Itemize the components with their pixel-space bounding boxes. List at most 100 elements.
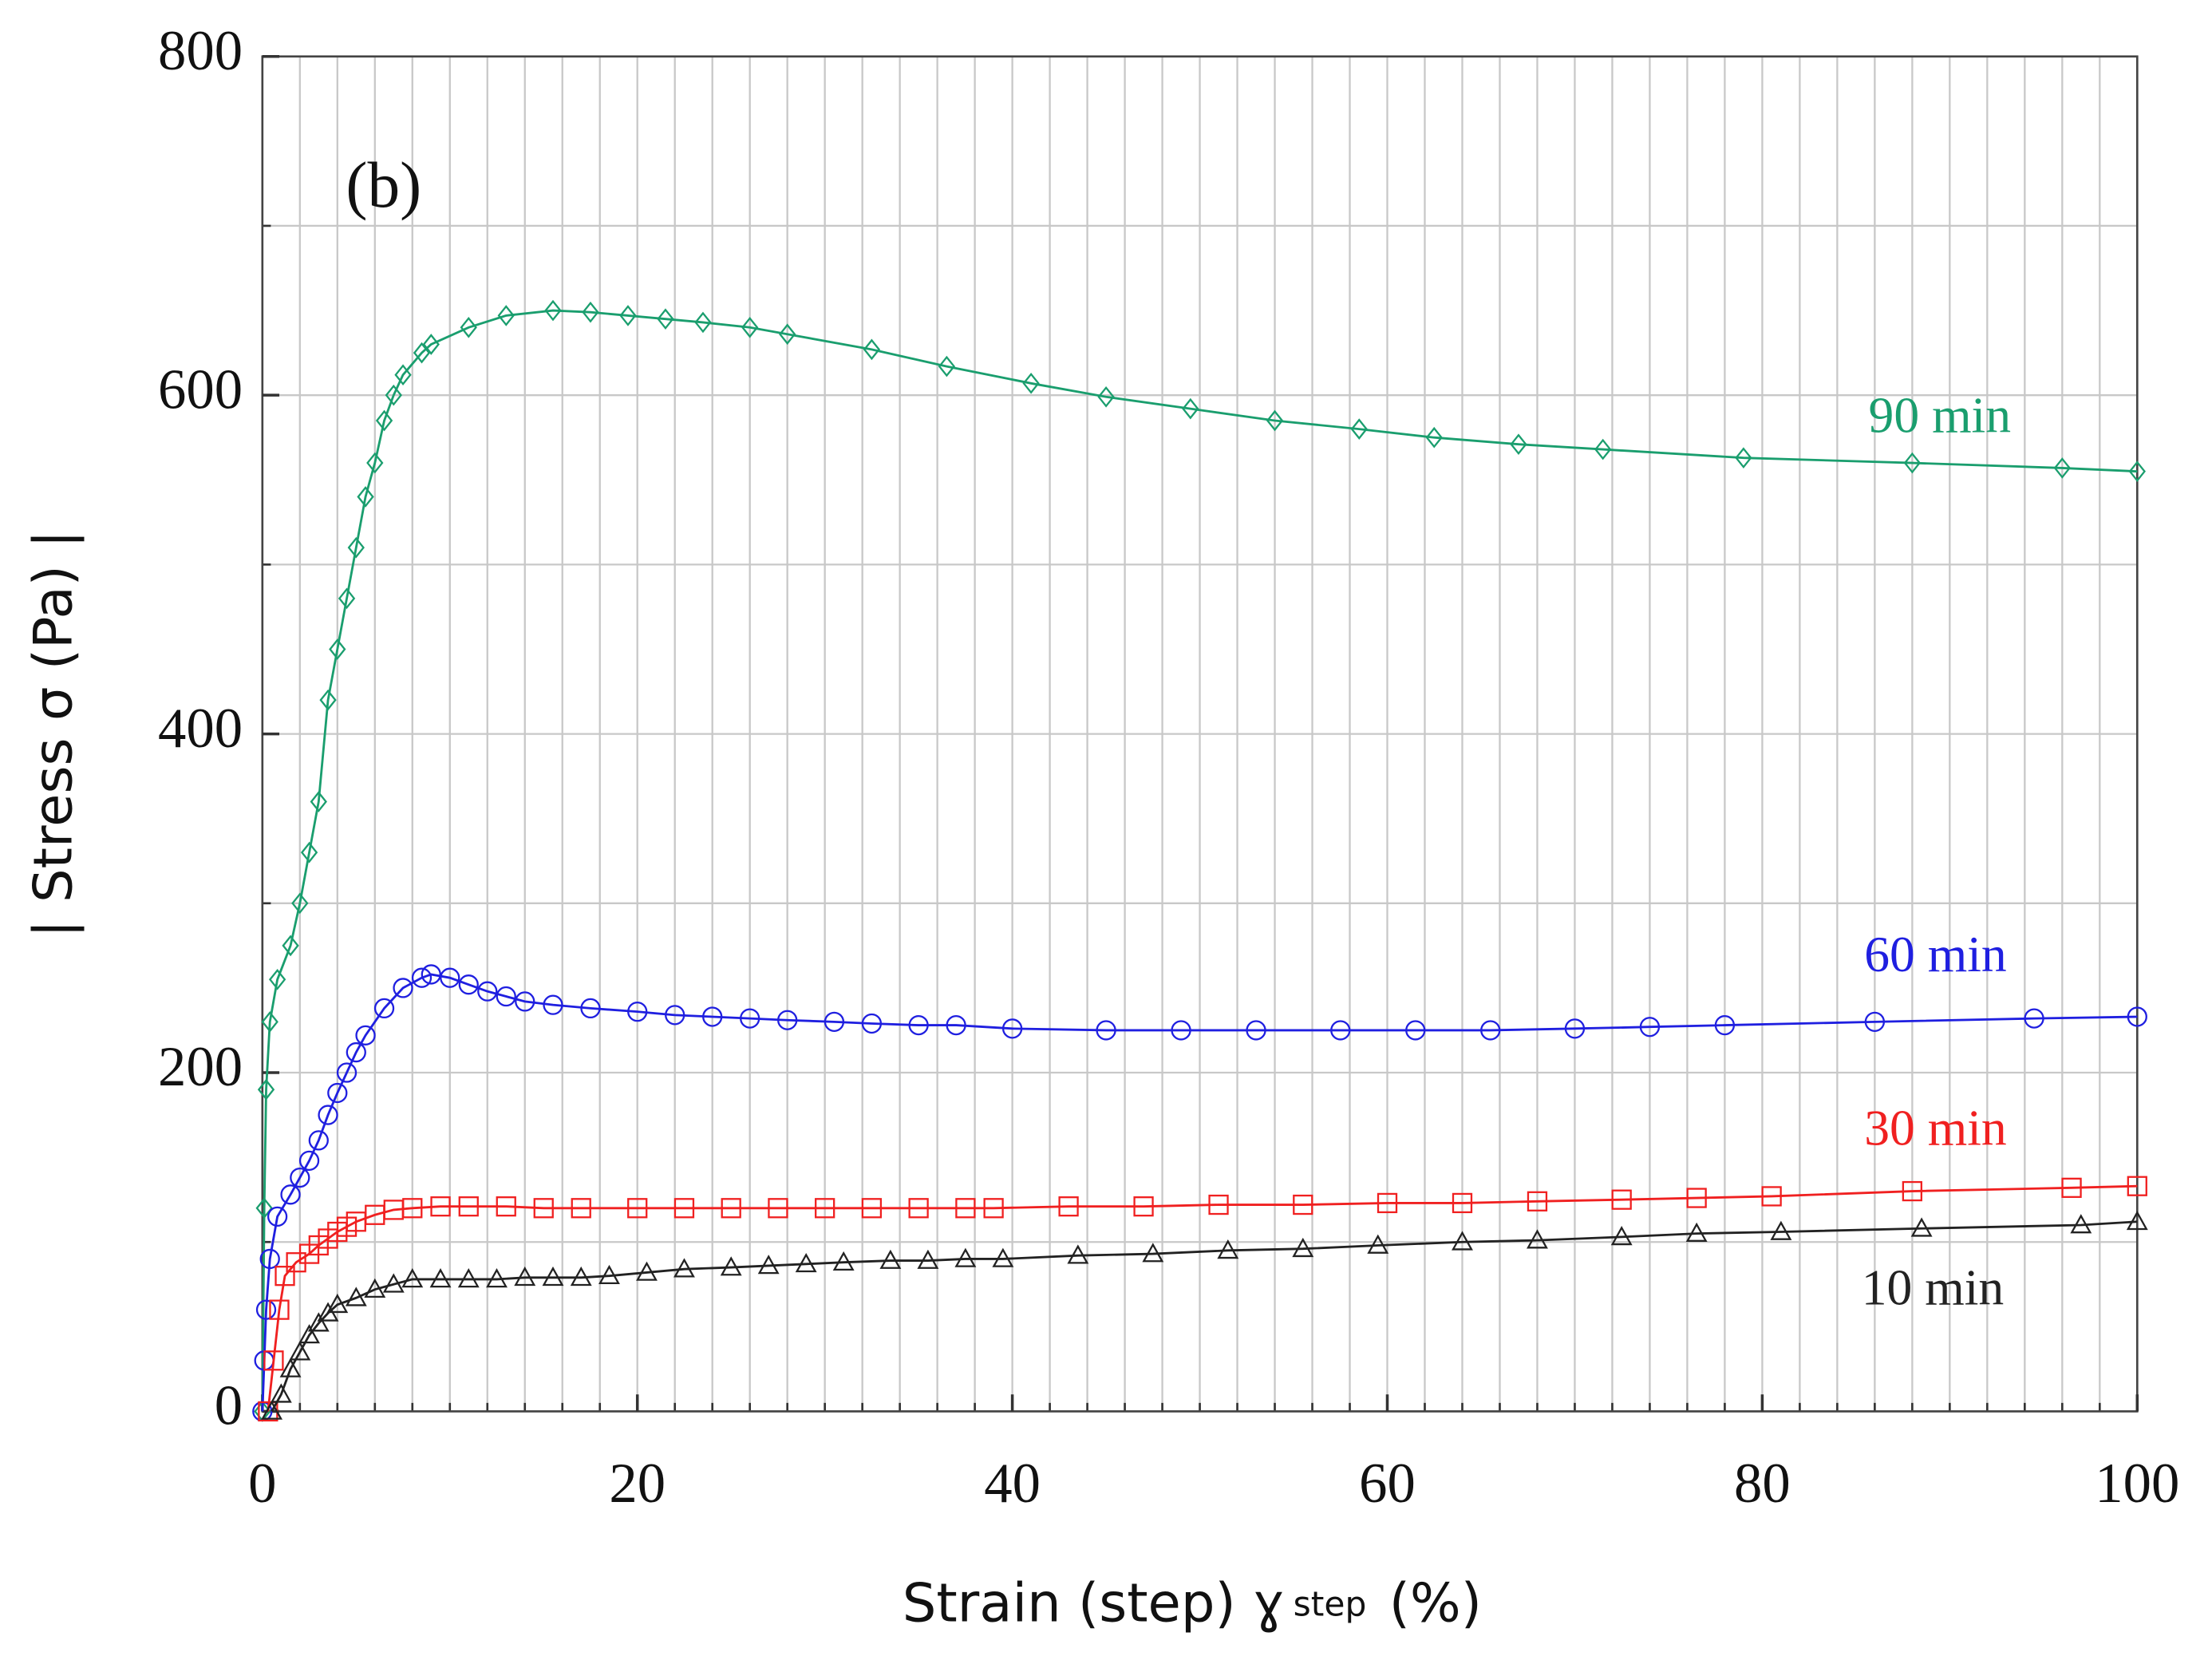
data-point bbox=[954, 1247, 977, 1267]
data-point bbox=[477, 981, 498, 1002]
data-point bbox=[1864, 1011, 1886, 1033]
data-point bbox=[338, 587, 356, 610]
data-point bbox=[861, 1198, 883, 1219]
data-point bbox=[308, 1130, 329, 1151]
data-point bbox=[1208, 1194, 1229, 1215]
data-point bbox=[411, 967, 433, 988]
series-line bbox=[261, 973, 2138, 1412]
data-point bbox=[298, 1150, 320, 1172]
grid: 0 20 40 60 80 100 0 200 400 600 800 bbox=[158, 20, 2179, 1515]
data-point bbox=[298, 1324, 321, 1344]
y-axis-label: | Stress σ (Pa) | bbox=[22, 530, 84, 938]
x-tick-label: 80 bbox=[1734, 1453, 1791, 1515]
data-point bbox=[496, 1196, 516, 1217]
x-label-unit: (%) bbox=[1389, 1571, 1482, 1634]
data-point bbox=[542, 1266, 564, 1287]
data-point bbox=[2061, 1177, 2082, 1198]
data-point bbox=[1910, 1217, 1933, 1237]
data-point bbox=[413, 342, 431, 364]
data-point bbox=[757, 1255, 780, 1275]
data-point bbox=[908, 1014, 929, 1036]
data-point bbox=[319, 689, 337, 711]
data-point bbox=[1067, 1244, 1089, 1264]
data-point bbox=[1133, 1196, 1154, 1217]
data-point bbox=[1350, 418, 1368, 440]
data-point bbox=[1425, 426, 1443, 449]
data-point bbox=[779, 323, 796, 346]
data-point bbox=[364, 1278, 386, 1298]
data-point bbox=[1292, 1237, 1314, 1258]
data-point bbox=[1510, 433, 1527, 456]
data-point bbox=[275, 1266, 295, 1287]
data-point bbox=[514, 1266, 536, 1287]
data-point bbox=[1714, 1014, 1736, 1036]
data-point bbox=[580, 998, 601, 1019]
x-tick-label: 20 bbox=[609, 1453, 666, 1515]
data-point bbox=[2053, 457, 2071, 479]
data-point bbox=[570, 1266, 592, 1287]
data-point bbox=[657, 308, 674, 330]
plot bbox=[252, 299, 2148, 1422]
data-point bbox=[2127, 1176, 2147, 1196]
data-point bbox=[1293, 1194, 1313, 1215]
data-point bbox=[582, 301, 599, 323]
data-point bbox=[1182, 397, 1199, 420]
data-point bbox=[1611, 1189, 1632, 1210]
data-point bbox=[345, 1287, 367, 1306]
data-point bbox=[310, 791, 327, 812]
data-point bbox=[347, 536, 365, 559]
data-point bbox=[1058, 1196, 1079, 1217]
data-point bbox=[702, 1006, 723, 1027]
data-point bbox=[375, 409, 393, 432]
data-point bbox=[327, 1082, 348, 1104]
data-point bbox=[1761, 1186, 1782, 1207]
data-point bbox=[1405, 1020, 1426, 1041]
data-point bbox=[458, 974, 479, 995]
data-point bbox=[2070, 1214, 2092, 1234]
data-point bbox=[496, 986, 516, 1007]
data-point bbox=[2127, 1006, 2147, 1027]
x-label-sub: step bbox=[1294, 1585, 1367, 1624]
data-point bbox=[382, 1273, 405, 1293]
x-tick-label: 100 bbox=[2095, 1453, 2179, 1515]
data-point bbox=[1022, 372, 1040, 394]
data-point bbox=[627, 1001, 648, 1022]
data-point bbox=[992, 1247, 1014, 1267]
data-point bbox=[533, 1198, 554, 1219]
data-point bbox=[955, 1198, 976, 1219]
data-point bbox=[1246, 1020, 1266, 1041]
data-point bbox=[543, 994, 563, 1015]
data-point bbox=[983, 1198, 1004, 1219]
data-point bbox=[673, 1198, 695, 1219]
data-point bbox=[255, 1197, 273, 1219]
data-point bbox=[270, 1383, 292, 1403]
data-point bbox=[1142, 1243, 1164, 1263]
data-point bbox=[279, 1358, 302, 1377]
series-label: 90 min bbox=[1869, 387, 2012, 444]
series-label: 30 min bbox=[1864, 1100, 2007, 1156]
data-point bbox=[346, 1041, 366, 1063]
x-tick-label: 40 bbox=[984, 1453, 1041, 1515]
data-point bbox=[366, 452, 384, 474]
data-point bbox=[440, 967, 460, 988]
data-point bbox=[1527, 1191, 1548, 1211]
data-point bbox=[497, 305, 515, 326]
data-point bbox=[1171, 1020, 1191, 1041]
data-point bbox=[2128, 460, 2146, 482]
data-point bbox=[430, 1196, 451, 1217]
data-point bbox=[1217, 1239, 1239, 1259]
data-point bbox=[694, 311, 712, 334]
data-point bbox=[741, 316, 759, 338]
data-point bbox=[267, 1206, 288, 1227]
data-point bbox=[291, 892, 309, 915]
y-tick-label: 400 bbox=[158, 698, 243, 760]
data-point bbox=[393, 978, 413, 998]
data-point bbox=[268, 968, 286, 990]
data-point bbox=[289, 1341, 311, 1361]
data-point bbox=[1001, 1018, 1023, 1039]
data-point bbox=[402, 1198, 423, 1219]
data-point bbox=[1564, 1018, 1586, 1039]
data-point bbox=[815, 1198, 835, 1219]
